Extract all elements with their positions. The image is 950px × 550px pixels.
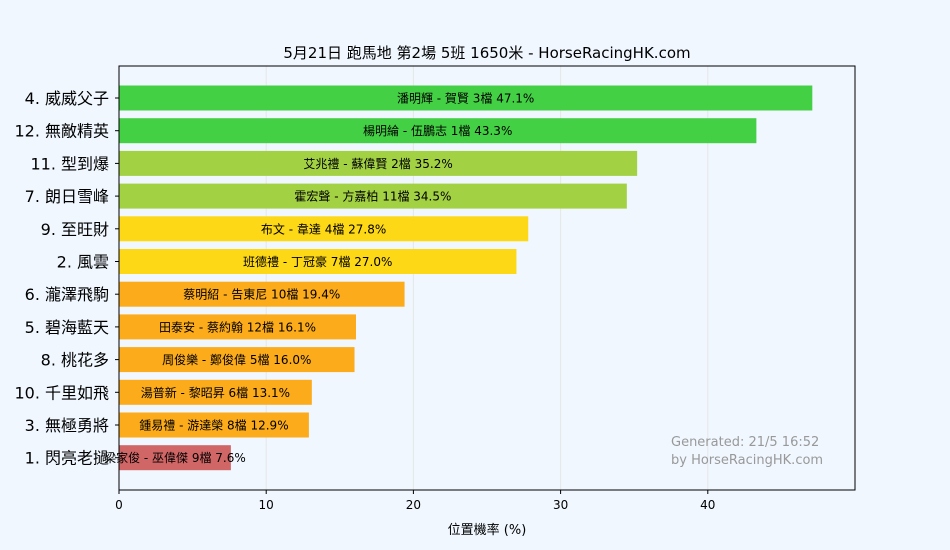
x-tick-label: 0 bbox=[115, 498, 123, 512]
category-label: 4. 威威父子 bbox=[25, 89, 109, 108]
category-label: 8. 桃花多 bbox=[41, 351, 109, 370]
category-label: 3. 無極勇將 bbox=[25, 416, 109, 435]
bar bbox=[119, 85, 813, 111]
plot-frame bbox=[118, 65, 856, 491]
bar-label: 湯普新 - 黎昭昇 6檔 13.1% bbox=[141, 385, 290, 400]
bar bbox=[119, 412, 309, 438]
bar bbox=[119, 183, 627, 209]
category-labels-group: 4. 威威父子 12. 無敵精英 11. 型到爆 7. 朗日雪峰 9. 至旺財 2. 風雲… bbox=[14, 89, 119, 468]
bar-label: 班德禮 - 丁冠豪 7檔 27.0% bbox=[243, 254, 392, 269]
category-label: 2. 風雲 bbox=[57, 253, 109, 272]
x-tick-label: 10 bbox=[259, 498, 274, 512]
category-label: 11. 型到爆 bbox=[30, 154, 109, 173]
bar-label: 鍾易禮 - 游達榮 8檔 12.9% bbox=[139, 419, 288, 433]
bar-label: 霍宏聲 - 方嘉柏 11檔 34.5% bbox=[294, 189, 451, 204]
x-tick-label: 40 bbox=[700, 498, 715, 512]
bar-label: 楊明綸 - 伍鵬志 1檔 43.3% bbox=[363, 123, 512, 138]
bar-label: 潘明輝 - 賀賢 3檔 47.1% bbox=[397, 92, 534, 106]
bar bbox=[119, 281, 405, 307]
bar bbox=[119, 379, 312, 405]
x-tick-label: 30 bbox=[553, 498, 568, 512]
category-label: 7. 朗日雪峰 bbox=[25, 187, 109, 206]
bar bbox=[119, 314, 356, 340]
footer-site: by HorseRacingHK.com bbox=[671, 453, 823, 468]
bar-label: 田泰安 - 蔡約翰 12檔 16.1% bbox=[159, 319, 316, 334]
category-label: 1. 閃亮老撾 bbox=[25, 449, 109, 468]
x-axis-label: 位置機率 (%) bbox=[448, 522, 527, 538]
bar bbox=[119, 249, 517, 274]
category-label: 10. 千里如飛 bbox=[14, 383, 109, 402]
bar bbox=[119, 445, 231, 471]
category-label: 5. 碧海藍天 bbox=[25, 318, 109, 337]
category-label: 12. 無敵精英 bbox=[14, 122, 109, 141]
bars-group bbox=[119, 85, 813, 471]
bar bbox=[119, 118, 757, 144]
footer-generated: Generated: 21/5 16:52 bbox=[671, 435, 819, 450]
x-tick-label: 20 bbox=[406, 498, 421, 512]
bar-label: 周俊樂 - 鄭俊偉 5檔 16.0% bbox=[162, 352, 311, 367]
bar-label: 蔡明紹 - 告東尼 10檔 19.4% bbox=[183, 288, 340, 302]
bar bbox=[119, 216, 529, 242]
bar-label: 布文 - 韋達 4檔 27.8% bbox=[261, 221, 386, 236]
chart-title: 5月21日 跑馬地 第2場 5班 1650米 - HorseRacingHK.c… bbox=[283, 44, 690, 62]
x-axis-ticks: 0 10 20 30 40 bbox=[115, 490, 715, 512]
bar-label: 艾兆禮 - 蘇偉賢 2檔 35.2% bbox=[303, 157, 452, 171]
category-label: 6. 瀧澤飛駒 bbox=[25, 285, 109, 304]
bar-labels-group: 潘明輝 - 賀賢 3檔 47.1% 楊明綸 - 伍鵬志 1檔 43.3% 艾兆禮 -… bbox=[104, 92, 534, 466]
bar-label: 梁家俊 - 巫偉傑 9檔 7.6% bbox=[104, 450, 246, 465]
bar bbox=[119, 347, 355, 373]
category-label: 9. 至旺財 bbox=[41, 220, 109, 239]
bar bbox=[119, 150, 638, 176]
